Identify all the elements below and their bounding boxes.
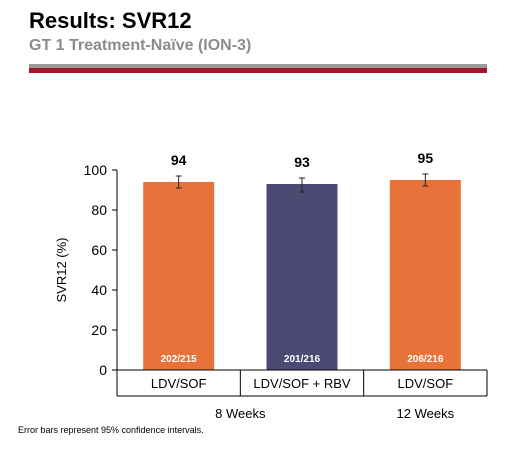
footnote: Error bars represent 95% confidence inte… bbox=[18, 425, 204, 435]
slide-subtitle: GT 1 Treatment-Naïve (ION-3) bbox=[29, 37, 252, 54]
y-tick-label: 100 bbox=[84, 162, 108, 178]
x-tick-label: LDV/SOF bbox=[151, 376, 207, 391]
y-tick-label: 40 bbox=[91, 282, 107, 298]
bar-count-label: 202/215 bbox=[161, 354, 198, 365]
header-rule-gray bbox=[29, 64, 487, 68]
y-axis-label: SVR12 (%) bbox=[54, 237, 69, 302]
x-tick-label: LDV/SOF + RBV bbox=[253, 376, 350, 391]
bar bbox=[389, 180, 461, 370]
group-label: 8 Weeks bbox=[215, 406, 266, 421]
slide-title: Results: SVR12 bbox=[29, 8, 192, 33]
y-tick-label: 0 bbox=[99, 362, 107, 378]
group-label: 12 Weeks bbox=[397, 406, 455, 421]
y-tick-label: 60 bbox=[91, 242, 107, 258]
bar-value-label: 95 bbox=[418, 150, 434, 166]
bar-value-label: 94 bbox=[171, 152, 187, 168]
bar-value-label: 93 bbox=[294, 154, 310, 170]
y-tick-label: 20 bbox=[91, 322, 107, 338]
bar bbox=[266, 184, 338, 370]
header-rule-red bbox=[29, 68, 487, 73]
bar-count-label: 201/216 bbox=[284, 354, 321, 365]
bar-count-label: 206/216 bbox=[407, 354, 444, 365]
x-tick-label: LDV/SOF bbox=[398, 376, 454, 391]
y-tick-label: 80 bbox=[91, 202, 107, 218]
bar bbox=[143, 182, 215, 370]
